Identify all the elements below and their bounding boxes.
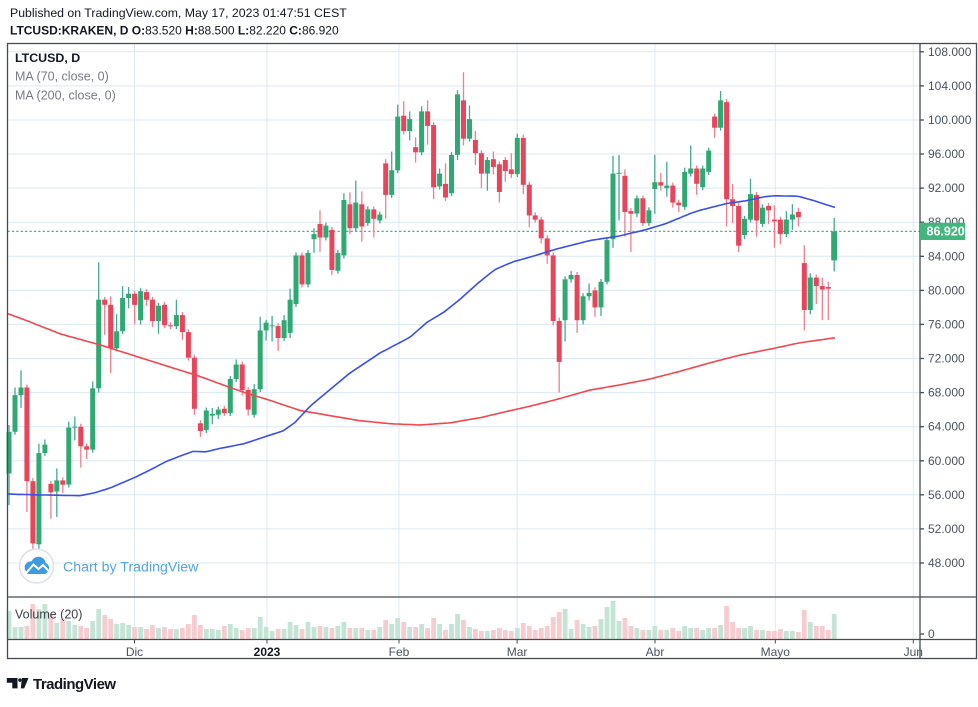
- svg-text:Jun: Jun: [904, 645, 923, 659]
- svg-text:Mayo: Mayo: [761, 645, 791, 659]
- svg-text:72.000: 72.000: [928, 352, 965, 366]
- svg-text:TradingView: TradingView: [33, 676, 116, 693]
- svg-text:60.000: 60.000: [928, 454, 965, 468]
- svg-text:64.000: 64.000: [928, 420, 965, 434]
- svg-text:Mar: Mar: [507, 645, 528, 659]
- svg-text:76.000: 76.000: [928, 317, 965, 331]
- svg-text:Chart by TradingView: Chart by TradingView: [63, 560, 199, 576]
- svg-text:Dic: Dic: [126, 645, 143, 659]
- svg-text:MA (70, close, 0): MA (70, close, 0): [15, 70, 109, 84]
- svg-text:Abr: Abr: [646, 645, 665, 659]
- svg-text:92.000: 92.000: [928, 181, 965, 195]
- svg-text:80.000: 80.000: [928, 283, 965, 297]
- svg-text:Volume (20): Volume (20): [15, 608, 82, 622]
- svg-text:104.000: 104.000: [928, 79, 972, 93]
- svg-text:LTCUSD:KRAKEN, D O:83.520 H:88: LTCUSD:KRAKEN, D O:83.520 H:88.500 L:82.…: [10, 24, 339, 38]
- svg-text:Feb: Feb: [389, 645, 410, 659]
- svg-text:84.000: 84.000: [928, 249, 965, 263]
- svg-text:108.000: 108.000: [928, 45, 972, 59]
- svg-text:LTCUSD, D: LTCUSD, D: [15, 51, 80, 65]
- svg-text:Published on TradingView.com,: Published on TradingView.com, May 17, 20…: [10, 6, 347, 20]
- svg-text:96.000: 96.000: [928, 147, 965, 161]
- svg-text:MA (200, close, 0): MA (200, close, 0): [15, 89, 116, 103]
- svg-text:2023: 2023: [254, 645, 281, 659]
- svg-text:100.000: 100.000: [928, 113, 972, 127]
- svg-text:56.000: 56.000: [928, 488, 965, 502]
- svg-text:86.920: 86.920: [927, 225, 965, 239]
- svg-text:52.000: 52.000: [928, 522, 965, 536]
- svg-text:0: 0: [928, 627, 935, 641]
- svg-text:68.000: 68.000: [928, 386, 965, 400]
- svg-text:48.000: 48.000: [928, 556, 965, 570]
